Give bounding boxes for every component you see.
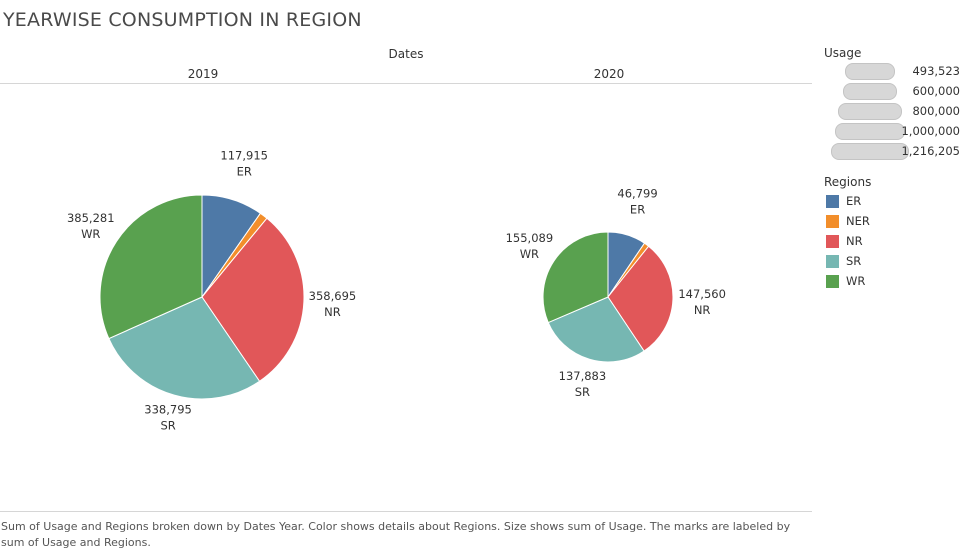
slice-region-label: NR bbox=[324, 305, 341, 319]
slice-region-label: SR bbox=[160, 419, 175, 433]
usage-size-legend[interactable]: 493,523 600,000 800,000 1,000,000 1,216,… bbox=[822, 62, 962, 162]
size-legend-shape bbox=[831, 143, 909, 160]
column-header-2020: 2020 bbox=[593, 67, 625, 81]
size-legend-item[interactable]: 1,216,205 bbox=[822, 142, 962, 162]
legend-label: NER bbox=[846, 214, 870, 228]
chart-title: YEARWISE CONSUMPTION IN REGION bbox=[3, 9, 362, 31]
pie-2020: 46,799 ER 147,560 NR 137,883 SR 155,089 WR bbox=[506, 187, 726, 399]
size-legend-shape bbox=[842, 83, 898, 100]
slice-value-label: 358,695 bbox=[309, 289, 357, 303]
slice-value-label: 147,560 bbox=[678, 287, 726, 301]
size-legend-label: 800,000 bbox=[912, 104, 960, 118]
regions-color-legend[interactable]: ER NER NR SR WR bbox=[826, 191, 870, 291]
size-legend-label: 493,523 bbox=[912, 64, 960, 78]
size-legend-item[interactable]: 600,000 bbox=[822, 82, 962, 102]
slice-value-label: 155,089 bbox=[506, 231, 554, 245]
legend-swatch bbox=[826, 214, 839, 228]
slice-region-label: ER bbox=[237, 165, 252, 179]
pie-chart-area: 117,915ER358,695NR338,795SR385,281WR46,7… bbox=[67, 149, 726, 433]
size-legend-label: 600,000 bbox=[912, 84, 960, 98]
pie-slice-2019-wr[interactable] bbox=[99, 194, 203, 340]
slice-region-label: SR bbox=[575, 385, 590, 399]
size-legend-shape bbox=[834, 123, 906, 140]
slice-region-label: NR bbox=[694, 303, 711, 317]
size-legend-label: 1,000,000 bbox=[901, 124, 960, 138]
slice-region-label: WR bbox=[520, 247, 539, 261]
legend-item-nr[interactable]: NR bbox=[826, 231, 870, 251]
legend-item-ner[interactable]: NER bbox=[826, 211, 870, 231]
pie-slice-2020-wr[interactable] bbox=[542, 231, 609, 324]
size-legend-item[interactable]: 1,000,000 bbox=[822, 122, 962, 142]
usage-legend-title: Usage bbox=[824, 46, 862, 60]
legend-item-sr[interactable]: SR bbox=[826, 251, 870, 271]
dates-header: Dates bbox=[388, 47, 424, 61]
size-legend-label: 1,216,205 bbox=[901, 144, 960, 158]
chart-caption: Sum of Usage and Regions broken down by … bbox=[1, 520, 791, 549]
legend-swatch bbox=[826, 234, 839, 248]
regions-legend-title: Regions bbox=[824, 175, 872, 189]
legend-swatch bbox=[826, 194, 839, 208]
legend-label: NR bbox=[846, 234, 863, 248]
legend-item-wr[interactable]: WR bbox=[826, 271, 870, 291]
size-legend-shape bbox=[838, 103, 902, 120]
pie-slice-2020-nr[interactable] bbox=[607, 245, 674, 352]
footer-divider bbox=[0, 511, 812, 512]
size-legend-item[interactable]: 800,000 bbox=[822, 102, 962, 122]
header-divider bbox=[0, 83, 812, 84]
size-legend-item[interactable]: 493,523 bbox=[822, 62, 962, 82]
slice-region-label: ER bbox=[630, 203, 645, 217]
legend-swatch bbox=[826, 254, 839, 268]
legend-label: ER bbox=[846, 194, 862, 208]
legend-swatch bbox=[826, 274, 839, 288]
legend-item-er[interactable]: ER bbox=[826, 191, 870, 211]
column-header-2019: 2019 bbox=[187, 67, 219, 81]
slice-value-label: 117,915 bbox=[220, 149, 268, 163]
size-legend-shape bbox=[845, 63, 895, 80]
pie-slice-2019-nr[interactable] bbox=[201, 217, 305, 382]
slice-region-label: WR bbox=[81, 227, 100, 241]
slice-value-label: 46,799 bbox=[617, 187, 657, 201]
slice-value-label: 385,281 bbox=[67, 211, 115, 225]
pie-slice-2020-sr[interactable] bbox=[547, 296, 645, 363]
legend-label: SR bbox=[846, 254, 862, 268]
legend-label: WR bbox=[846, 274, 866, 288]
pie-2019: 117,915 ER 358,695 NR 338,795 SR 385,281 WR bbox=[67, 149, 356, 433]
pie-slice-2019-sr[interactable] bbox=[108, 296, 261, 400]
slice-value-label: 338,795 bbox=[144, 403, 192, 417]
slice-value-label: 137,883 bbox=[559, 369, 607, 383]
